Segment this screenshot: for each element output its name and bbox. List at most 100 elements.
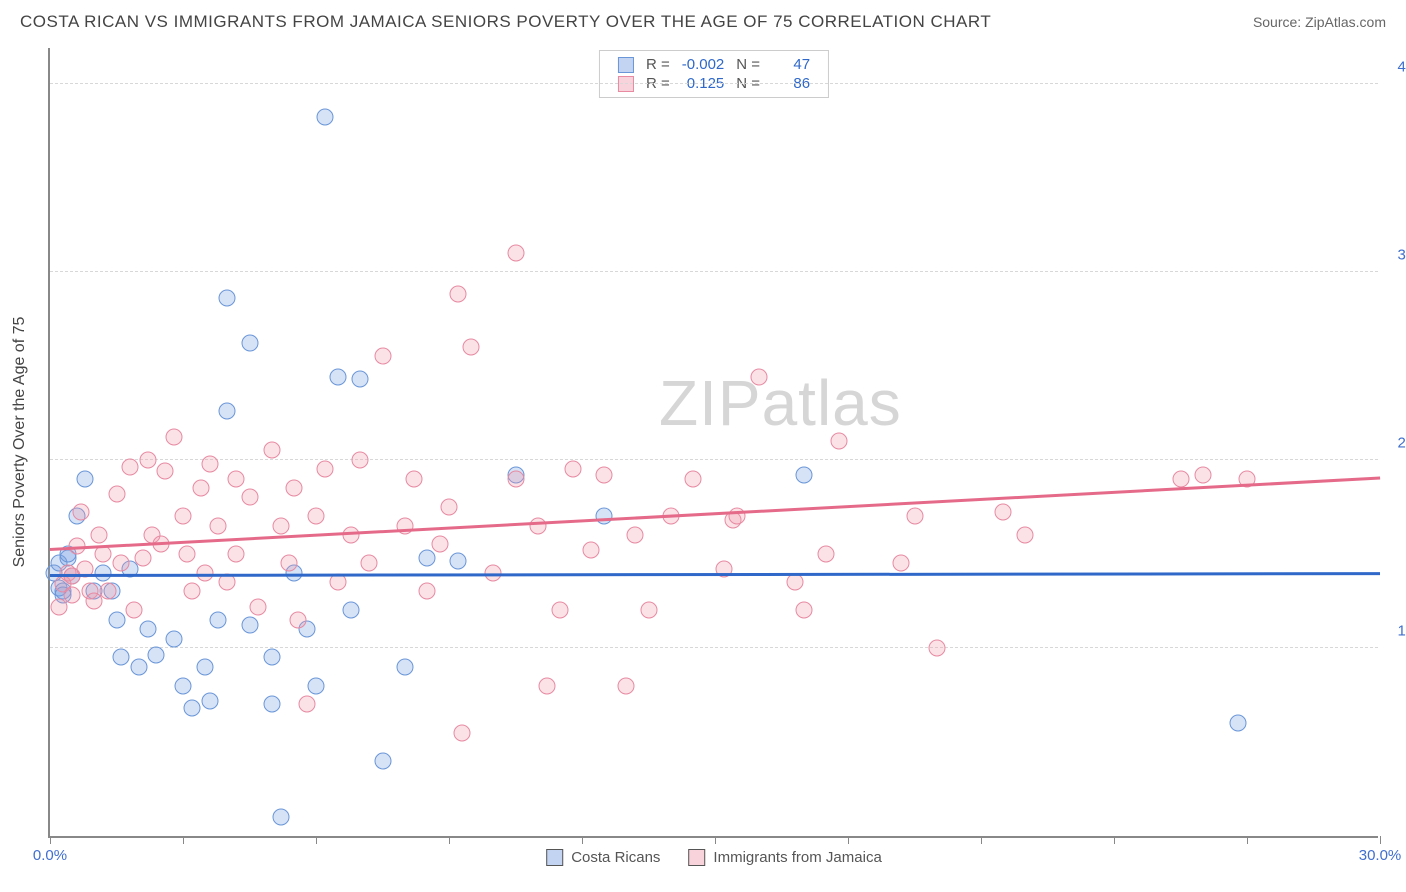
data-point xyxy=(281,555,298,572)
data-point xyxy=(108,611,125,628)
data-point xyxy=(148,647,165,664)
data-point xyxy=(108,485,125,502)
y-tick-label: 20.0% xyxy=(1384,434,1406,451)
data-point xyxy=(308,677,325,694)
data-point xyxy=(263,649,280,666)
data-point xyxy=(751,369,768,386)
data-point xyxy=(241,335,258,352)
data-point xyxy=(112,649,129,666)
data-point xyxy=(432,536,449,553)
data-point xyxy=(627,527,644,544)
data-point xyxy=(1172,470,1189,487)
data-point xyxy=(596,466,613,483)
data-point xyxy=(374,752,391,769)
data-point xyxy=(183,700,200,717)
data-point xyxy=(192,480,209,497)
data-point xyxy=(197,564,214,581)
data-point xyxy=(582,542,599,559)
data-point xyxy=(166,630,183,647)
series-legend: Costa Ricans Immigrants from Jamaica xyxy=(546,849,882,866)
data-point xyxy=(272,809,289,826)
x-tick xyxy=(50,836,51,844)
data-point xyxy=(90,527,107,544)
data-point xyxy=(175,508,192,525)
legend-swatch xyxy=(688,849,705,866)
data-point xyxy=(786,574,803,591)
data-point xyxy=(441,498,458,515)
gridline xyxy=(50,271,1378,272)
data-point xyxy=(1230,715,1247,732)
x-tick-label: 30.0% xyxy=(1359,847,1402,864)
trendline xyxy=(50,476,1380,550)
data-point xyxy=(684,470,701,487)
data-point xyxy=(197,658,214,675)
legend-swatch xyxy=(618,76,634,92)
data-point xyxy=(817,545,834,562)
data-point xyxy=(241,489,258,506)
data-point xyxy=(183,583,200,600)
data-point xyxy=(228,470,245,487)
x-tick xyxy=(1114,836,1115,844)
data-point xyxy=(272,517,289,534)
data-point xyxy=(219,290,236,307)
data-point xyxy=(538,677,555,694)
data-point xyxy=(1017,527,1034,544)
gridline xyxy=(50,83,1378,84)
data-point xyxy=(308,508,325,525)
data-point xyxy=(893,555,910,572)
legend-label: Costa Ricans xyxy=(571,849,660,866)
x-tick xyxy=(582,836,583,844)
data-point xyxy=(112,555,129,572)
data-point xyxy=(995,504,1012,521)
data-point xyxy=(463,338,480,355)
legend-n-value: 47 xyxy=(766,55,816,74)
data-point xyxy=(330,369,347,386)
legend-swatch xyxy=(546,849,563,866)
data-point xyxy=(507,244,524,261)
legend-item: Immigrants from Jamaica xyxy=(688,849,881,866)
data-point xyxy=(201,692,218,709)
data-point xyxy=(831,433,848,450)
source-label: Source: ZipAtlas.com xyxy=(1253,14,1386,30)
data-point xyxy=(316,461,333,478)
watermark: ZIPatlas xyxy=(659,366,902,440)
data-point xyxy=(135,549,152,566)
data-point xyxy=(596,508,613,525)
data-point xyxy=(1194,466,1211,483)
data-point xyxy=(343,602,360,619)
scatter-plot: Seniors Poverty Over the Age of 75 ZIPat… xyxy=(48,48,1378,838)
correlation-legend: R =-0.002N =47R =0.125N =86 xyxy=(599,50,829,98)
data-point xyxy=(263,442,280,459)
x-tick xyxy=(1380,836,1381,844)
data-point xyxy=(565,461,582,478)
x-tick xyxy=(1247,836,1248,844)
data-point xyxy=(175,677,192,694)
x-tick xyxy=(183,836,184,844)
data-point xyxy=(210,517,227,534)
data-point xyxy=(640,602,657,619)
data-point xyxy=(330,574,347,591)
data-point xyxy=(166,429,183,446)
data-point xyxy=(126,602,143,619)
data-point xyxy=(405,470,422,487)
data-point xyxy=(285,480,302,497)
data-point xyxy=(928,639,945,656)
data-point xyxy=(77,470,94,487)
data-point xyxy=(449,286,466,303)
legend-r-label: R = xyxy=(640,55,676,74)
trendline xyxy=(50,572,1380,576)
data-point xyxy=(361,555,378,572)
data-point xyxy=(250,598,267,615)
data-point xyxy=(316,109,333,126)
data-point xyxy=(290,611,307,628)
data-point xyxy=(795,602,812,619)
data-point xyxy=(299,696,316,713)
data-point xyxy=(507,470,524,487)
legend-r-value: -0.002 xyxy=(676,55,731,74)
y-tick-label: 40.0% xyxy=(1384,58,1406,75)
x-tick xyxy=(848,836,849,844)
data-point xyxy=(179,545,196,562)
gridline xyxy=(50,647,1378,648)
x-tick xyxy=(715,836,716,844)
x-tick xyxy=(449,836,450,844)
